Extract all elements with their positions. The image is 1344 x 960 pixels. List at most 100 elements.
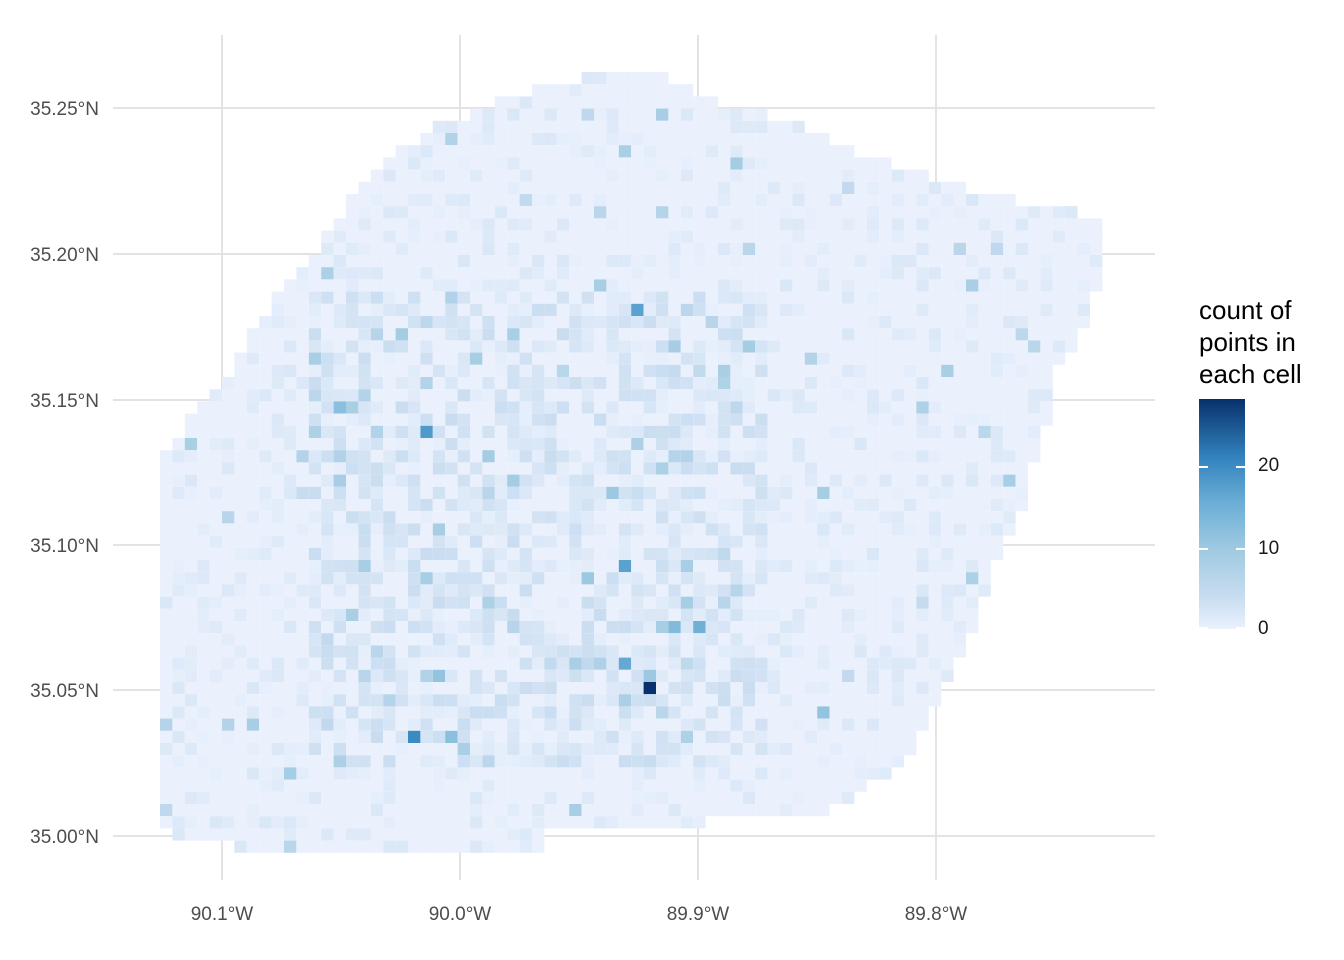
map-cell [854, 523, 867, 536]
map-cell [966, 462, 979, 475]
map-cell [705, 242, 718, 255]
map-cell [184, 633, 198, 646]
map-cell [1065, 340, 1078, 353]
map-cell [854, 169, 867, 182]
map-cell [916, 608, 929, 621]
map-cell [358, 401, 371, 414]
map-cell [494, 804, 508, 817]
map-cell [941, 389, 954, 402]
map-cell [408, 413, 421, 426]
map-cell [494, 621, 508, 634]
map-cell [680, 206, 694, 219]
map-cell [507, 377, 520, 390]
map-cell [656, 401, 669, 414]
map-cell [656, 377, 669, 390]
map-cell [370, 462, 384, 475]
map-cell [544, 267, 557, 280]
map-cell [1077, 279, 1090, 292]
map-cell [482, 145, 495, 158]
map-cell [482, 206, 495, 219]
map-cell [718, 486, 731, 499]
map-cell [383, 328, 396, 341]
map-cell [891, 425, 904, 438]
map-cell [519, 377, 532, 390]
map-cell [879, 242, 892, 255]
map-cell [866, 547, 880, 560]
map-cell [581, 267, 594, 280]
map-cell [866, 206, 880, 219]
map-cell [767, 438, 780, 451]
map-cell [519, 633, 532, 646]
map-cell [817, 560, 830, 573]
map-cell [556, 230, 570, 243]
map-cell [246, 743, 260, 756]
map-cell [160, 694, 173, 707]
map-cell [470, 401, 483, 414]
map-cell [1015, 474, 1028, 487]
map-cell [792, 340, 805, 353]
map-cell [556, 120, 570, 133]
map-cell [879, 572, 892, 585]
map-cell [519, 462, 532, 475]
map-cell [271, 584, 284, 597]
map-cell [172, 547, 185, 560]
map-cell [333, 828, 346, 841]
map-cell [556, 328, 570, 341]
map-cell [879, 194, 892, 207]
map-cell [383, 438, 396, 451]
map-cell [718, 133, 731, 146]
map-cell [445, 157, 458, 170]
y-tick-label: 35.25°N [30, 99, 99, 120]
map-cell [718, 621, 731, 634]
map-cell [544, 804, 557, 817]
map-cell [333, 547, 346, 560]
map-cell [246, 328, 260, 341]
map-cell [383, 840, 396, 853]
map-cell [532, 401, 545, 414]
map-cell [259, 425, 272, 438]
map-cell [507, 694, 520, 707]
map-cell [358, 804, 371, 817]
map-cell [358, 499, 371, 512]
map-cell [532, 291, 545, 304]
map-cell [556, 596, 570, 609]
map-cell [1052, 267, 1066, 280]
map-cell [420, 316, 433, 329]
map-cell [532, 218, 545, 231]
map-cell [532, 267, 545, 280]
map-cell [718, 425, 731, 438]
map-cell [482, 425, 495, 438]
map-cell [370, 230, 384, 243]
map-cell [1065, 206, 1078, 219]
map-cell [296, 462, 309, 475]
map-cell [718, 682, 731, 695]
map-cell [370, 267, 384, 280]
map-cell [780, 340, 793, 353]
map-cell [842, 425, 855, 438]
map-cell [1003, 474, 1016, 487]
map-cell [395, 279, 408, 292]
map-cell [569, 474, 582, 487]
map-cell [482, 474, 495, 487]
map-cell [668, 218, 681, 231]
map-cell [916, 291, 929, 304]
map-cell [953, 279, 966, 292]
map-cell [953, 316, 966, 329]
map-cell [829, 438, 842, 451]
map-cell [693, 181, 706, 194]
map-cell [370, 633, 384, 646]
map-cell [544, 230, 557, 243]
map-cell [259, 547, 272, 560]
map-cell [854, 596, 867, 609]
map-cell [246, 608, 260, 621]
map-cell [680, 291, 694, 304]
map-cell [308, 669, 322, 682]
map-cell [792, 169, 805, 182]
map-cell [668, 584, 681, 597]
map-cell [966, 340, 979, 353]
map-cell [742, 328, 756, 341]
map-cell [606, 816, 619, 829]
map-cell [631, 413, 644, 426]
map-cell [209, 828, 222, 841]
map-cell [618, 316, 632, 329]
